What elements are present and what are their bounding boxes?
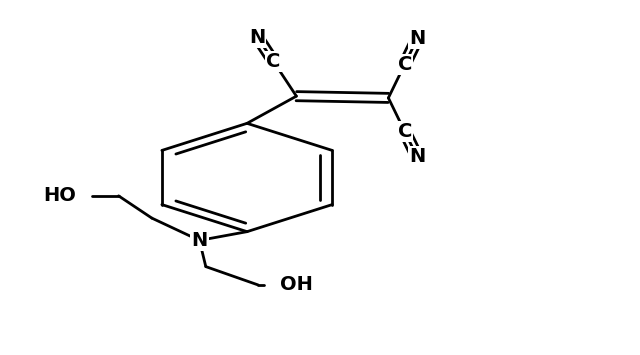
Text: N: N [191, 231, 207, 250]
Text: C: C [397, 122, 412, 141]
Text: C: C [397, 55, 412, 73]
Text: N: N [249, 28, 266, 47]
Text: N: N [409, 147, 425, 166]
Text: N: N [409, 29, 425, 48]
Text: HO: HO [44, 186, 77, 205]
Text: C: C [266, 52, 281, 71]
Text: OH: OH [280, 275, 313, 294]
